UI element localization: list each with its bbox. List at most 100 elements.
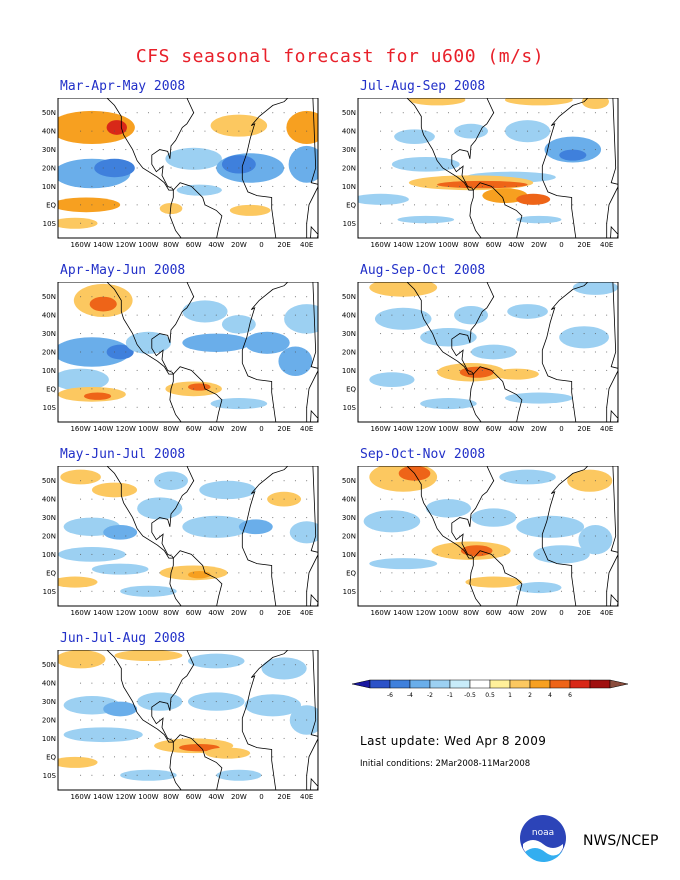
coastline [310, 777, 318, 790]
anomaly-region [60, 469, 101, 485]
colorbar-max-arrow [609, 679, 629, 689]
colorbar-swatch [449, 679, 471, 689]
coastline [541, 98, 618, 238]
coastline [541, 282, 618, 422]
lat-label: 10N [42, 551, 56, 559]
anomaly-region [394, 129, 435, 145]
anomaly-region [289, 705, 318, 735]
lat-label: 20N [42, 533, 56, 541]
lat-label: 40N [42, 680, 56, 688]
lat-label: 30N [342, 514, 356, 522]
coastline [310, 593, 318, 606]
anomaly-region [84, 392, 112, 400]
last-update-text: Last update: Wed Apr 8 2009 [360, 734, 547, 748]
lon-label: 0 [259, 793, 263, 801]
lon-label: 120W [116, 425, 136, 433]
anomaly-region [420, 328, 477, 347]
forecast-panel: Sep-Oct-Nov 2008 50N 40N 30N 20N 10N EQ 10S 160W… [336, 447, 636, 622]
anomaly-region [465, 576, 522, 588]
lat-label: 10S [343, 220, 357, 228]
lon-label: 20E [577, 241, 590, 249]
panel-title: Mar-Apr-May 2008 [60, 79, 186, 94]
colorbar: -6 -4 -2 -1 -0.5 0.5 1 2 4 6 [351, 676, 629, 706]
panel-title: Sep-Oct-Nov 2008 [360, 447, 486, 462]
lon-label: 60W [486, 609, 502, 617]
coastline [80, 282, 195, 375]
anomaly-region [284, 304, 318, 334]
coastline [380, 466, 495, 559]
lat-label: 50N [42, 293, 56, 301]
forecast-panel: Mar-Apr-May 2008 50N 40N 30N 20N 10N EQ 10S 160W… [36, 79, 336, 254]
lat-label: 10S [343, 404, 357, 412]
colorbar-swatch [369, 679, 391, 689]
anomaly-map: 50N 40N 30N 20N 10N EQ 10S 160W 140W 120W 100W 80W 6… [42, 466, 319, 617]
anomaly-region [397, 215, 455, 224]
lon-label: 60W [186, 241, 202, 249]
lat-label: 30N [42, 698, 56, 706]
colorbar-tick-label: -1 [447, 692, 453, 699]
coastline [80, 650, 195, 743]
anomaly-map: 50N 40N 30N 20N 10N EQ 10S 160W 140W 120W 100W 80W 6… [42, 282, 319, 433]
colorbar-swatch [549, 679, 571, 689]
lon-label: 120W [116, 241, 136, 249]
lat-label: 10S [343, 588, 357, 596]
anomaly-map: 50N 40N 30N 20N 10N EQ 10S 160W 140W 120W 100W 80W 6… [42, 98, 319, 249]
lat-label: 10N [42, 735, 56, 743]
anomaly-region [516, 582, 562, 594]
anomaly-region [182, 333, 251, 352]
coastline [310, 409, 318, 422]
anomaly-region [165, 147, 222, 170]
anomaly-region [420, 398, 477, 410]
lon-label: 80W [463, 609, 479, 617]
initial-conditions-text: Initial conditions: 2Mar2008-11Mar2008 [360, 759, 531, 769]
anomaly-region [103, 524, 138, 540]
lat-label: 50N [342, 293, 356, 301]
panel-title: Apr-May-Jun 2008 [60, 263, 186, 278]
lon-label: 20W [531, 241, 547, 249]
anomaly-region [91, 563, 149, 575]
lon-label: 0 [559, 609, 563, 617]
lon-label: 100W [438, 609, 458, 617]
anomaly-region [516, 515, 585, 538]
colorbar-tick-label: 0.5 [485, 692, 495, 699]
lat-label: 20N [42, 349, 56, 357]
anomaly-region [182, 300, 228, 323]
lon-label: 160W [70, 425, 90, 433]
coastline [310, 225, 318, 238]
anomaly-region [63, 727, 143, 743]
lon-label: 60W [186, 793, 202, 801]
lon-label: 140W [393, 609, 413, 617]
lat-label: 20N [42, 717, 56, 725]
coastline [169, 366, 223, 422]
colorbar-tick-label: 1 [508, 692, 512, 699]
lon-label: 100W [138, 241, 158, 249]
lat-label: 20N [342, 349, 356, 357]
coastline [469, 550, 523, 606]
anomaly-region [106, 344, 134, 360]
forecast-panel: Jun-Jul-Aug 2008 50N 40N 30N 20N 10N EQ 10S 160W… [36, 631, 336, 806]
anomaly-region [176, 184, 222, 196]
lon-label: 100W [438, 241, 458, 249]
lon-label: 40W [508, 609, 524, 617]
colorbar-swatch [469, 679, 491, 689]
lon-label: 40W [208, 609, 224, 617]
forecast-panel: Apr-May-Jun 2008 50N 40N 30N 20N 10N EQ 10S 160W… [36, 263, 336, 438]
colorbar-tick-label: 6 [568, 692, 572, 699]
anomaly-region [58, 110, 135, 145]
noaa-logo-icon: noaa [520, 815, 566, 862]
lon-label: 20W [231, 425, 247, 433]
colorbar-swatch [489, 679, 511, 689]
anomaly-region [369, 282, 438, 297]
lon-label: 40E [300, 425, 313, 433]
anomaly-region [369, 558, 438, 570]
lat-label: 30N [42, 330, 56, 338]
anomaly-region [114, 650, 183, 662]
lat-label: 20N [42, 165, 56, 173]
lat-label: EQ [46, 201, 56, 209]
anomaly-region [278, 346, 313, 376]
lon-label: 40W [208, 793, 224, 801]
anomaly-region [516, 193, 551, 205]
lon-label: 140W [93, 793, 113, 801]
anomaly-region [58, 197, 121, 213]
panel-title: May-Jun-Jul 2008 [60, 447, 186, 462]
